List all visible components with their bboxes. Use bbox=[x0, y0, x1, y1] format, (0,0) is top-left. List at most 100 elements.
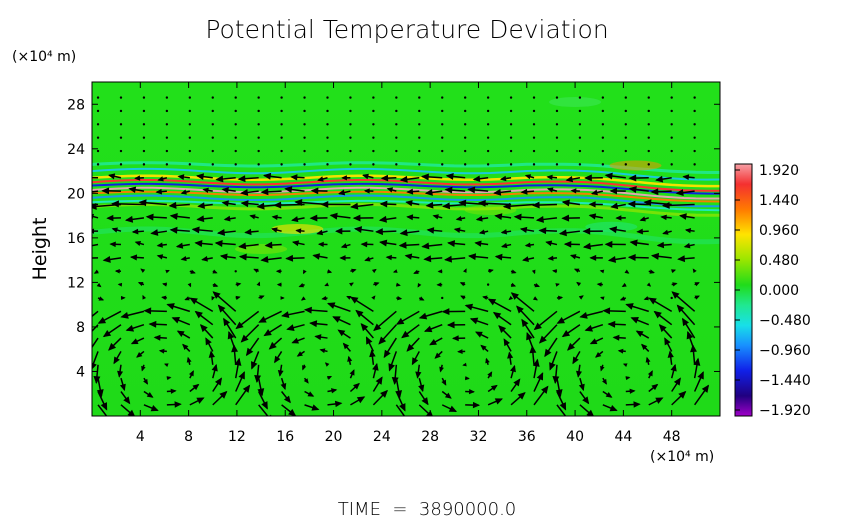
vector-arrow bbox=[604, 172, 626, 180]
vector-arrow bbox=[463, 136, 467, 139]
vector-arrow bbox=[143, 307, 167, 315]
vector-arrow bbox=[670, 363, 677, 379]
vector-arrow bbox=[176, 330, 191, 339]
vector-arrow bbox=[395, 163, 398, 166]
vector-arrow bbox=[661, 201, 695, 209]
vector-arrow bbox=[579, 310, 604, 319]
x-tick-label: 20 bbox=[325, 429, 343, 445]
vector-arrow bbox=[441, 163, 444, 166]
vector-arrow bbox=[445, 173, 466, 180]
vector-arrow bbox=[406, 214, 420, 221]
vector-arrow bbox=[538, 227, 557, 235]
vector-arrow bbox=[317, 176, 328, 182]
vector-arrow bbox=[142, 123, 146, 126]
y-tick-label: 28 bbox=[67, 97, 85, 113]
vector-arrow bbox=[648, 383, 659, 393]
vector-arrow bbox=[404, 253, 420, 260]
vector-arrow bbox=[578, 377, 585, 392]
vector-arrow bbox=[97, 391, 108, 411]
vector-arrow bbox=[628, 186, 649, 193]
vector-arrow bbox=[578, 149, 582, 153]
vector-arrow bbox=[533, 282, 540, 288]
vector-arrow bbox=[406, 188, 420, 195]
vector-arrow bbox=[510, 391, 526, 406]
vector-arrow bbox=[670, 136, 673, 139]
vector-arrow bbox=[670, 296, 673, 300]
vector-arrow bbox=[350, 296, 374, 312]
vector-arrow bbox=[298, 283, 305, 288]
vector-arrow bbox=[645, 356, 651, 365]
vector-arrow bbox=[679, 213, 695, 220]
vector-arrow bbox=[683, 242, 695, 249]
vector-arrow bbox=[413, 269, 420, 274]
vector-arrow bbox=[256, 281, 261, 287]
vector-arrow bbox=[487, 298, 512, 313]
y-axis: 4 8 12 16 20 24 28 bbox=[67, 97, 720, 380]
vector-arrow bbox=[205, 337, 214, 352]
vector-arrow bbox=[628, 174, 649, 182]
vector-arrow bbox=[624, 163, 627, 166]
temperature-band bbox=[92, 167, 720, 181]
vector-arrow bbox=[686, 330, 696, 352]
vector-arrow bbox=[510, 282, 517, 287]
vector-arrow bbox=[276, 282, 282, 287]
vector-arrow bbox=[418, 136, 421, 139]
vector-arrow bbox=[463, 123, 467, 126]
vector-arrow bbox=[119, 377, 126, 392]
vector-arrow bbox=[142, 109, 146, 113]
vector-arrow bbox=[189, 269, 196, 274]
vector-arrow bbox=[286, 323, 305, 331]
vector-arrow bbox=[624, 109, 627, 113]
vector-arrow bbox=[462, 362, 467, 367]
vector-arrow bbox=[487, 384, 498, 393]
vector-arrow bbox=[92, 190, 99, 193]
vector-arrow bbox=[555, 283, 560, 287]
vector-arrow bbox=[188, 123, 192, 126]
vector-arrow bbox=[350, 268, 357, 274]
vector-arrow bbox=[347, 355, 353, 365]
x-tick-label: 36 bbox=[518, 429, 536, 445]
vector-arrow bbox=[647, 109, 650, 113]
vector-arrow bbox=[221, 200, 236, 207]
vector-arrow bbox=[142, 294, 147, 300]
vector-arrow bbox=[486, 149, 490, 153]
vector-arrow bbox=[444, 186, 466, 194]
vector-arrow bbox=[383, 337, 397, 359]
vector-arrow bbox=[96, 96, 100, 99]
vector-arrow bbox=[350, 202, 374, 210]
vector-arrow bbox=[108, 337, 122, 351]
vector-arrow bbox=[260, 256, 282, 263]
vector-arrow bbox=[622, 363, 628, 367]
vector-arrow bbox=[327, 302, 351, 313]
vector-arrow bbox=[360, 241, 374, 248]
vector-arrow bbox=[263, 324, 283, 337]
vector-arrow bbox=[211, 123, 214, 126]
vector-arrow bbox=[109, 241, 122, 248]
vector-arrow bbox=[487, 371, 493, 379]
vector-arrow bbox=[447, 240, 466, 248]
vector-arrow bbox=[395, 378, 403, 399]
vector-arrow bbox=[326, 109, 329, 113]
vector-arrow bbox=[372, 362, 379, 379]
vector-arrow bbox=[97, 404, 111, 416]
vector-arrow bbox=[395, 282, 401, 287]
vector-arrow bbox=[609, 187, 626, 195]
vector-arrow bbox=[340, 243, 351, 249]
vector-arrow bbox=[573, 268, 581, 273]
vector-arrow bbox=[565, 175, 581, 183]
vector-arrow bbox=[670, 123, 673, 126]
vector-arrow bbox=[472, 175, 489, 183]
vector-arrow bbox=[275, 269, 282, 274]
vector-arrow bbox=[425, 201, 443, 209]
vector-arrow bbox=[487, 398, 503, 406]
vector-arrow bbox=[439, 364, 444, 373]
vector-arrow bbox=[309, 214, 328, 222]
vector-arrow bbox=[624, 123, 627, 126]
vector-arrow bbox=[485, 357, 490, 365]
vector-arrow bbox=[332, 316, 351, 326]
vector-arrow bbox=[155, 188, 167, 195]
vector-arrow bbox=[217, 304, 237, 326]
vector-arrow bbox=[96, 163, 100, 166]
vector-arrow bbox=[694, 295, 700, 300]
vector-arrow bbox=[693, 149, 696, 153]
